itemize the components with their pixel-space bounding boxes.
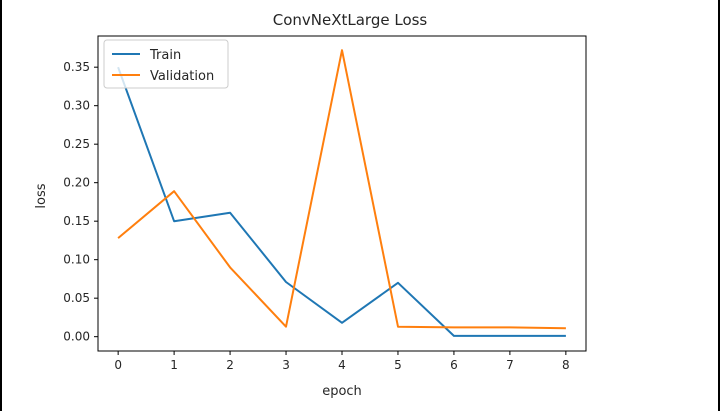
chart-title: ConvNeXtLarge Loss — [273, 11, 428, 29]
x-axis-title: epoch — [322, 384, 362, 399]
y-tick-label: 0.05 — [63, 291, 90, 305]
series-line-validation — [117, 49, 566, 330]
x-tick-label: 3 — [282, 358, 290, 372]
y-tick-label: 0.35 — [63, 60, 90, 74]
legend-label-train: Train — [149, 48, 181, 63]
series-lines — [117, 49, 566, 337]
y-axis: 0.00 0.05 0.10 0.15 0.20 0.25 0.30 0.35 — [63, 60, 98, 344]
series-line-train — [117, 66, 566, 337]
y-axis-title: loss — [34, 183, 49, 208]
y-tick-label: 0.20 — [63, 176, 90, 190]
x-tick-label: 4 — [338, 358, 346, 372]
x-tick-label: 5 — [394, 358, 402, 372]
x-tick-label: 1 — [170, 358, 178, 372]
y-tick-label: 0.30 — [63, 99, 90, 113]
x-tick-label: 2 — [226, 358, 234, 372]
legend: Train Validation — [103, 39, 229, 89]
legend-label-validation: Validation — [150, 69, 214, 84]
x-tick-label: 0 — [114, 358, 122, 372]
y-tick-label: 0.10 — [63, 253, 90, 267]
y-tick-label: 0.25 — [63, 137, 90, 151]
x-axis: 0 1 2 3 4 5 6 7 8 — [114, 351, 570, 372]
x-tick-label: 6 — [450, 358, 458, 372]
y-tick-label: 0.00 — [63, 330, 90, 344]
x-tick-label: 8 — [562, 358, 570, 372]
y-tick-label: 0.15 — [63, 214, 90, 228]
x-tick-label: 7 — [506, 358, 514, 372]
